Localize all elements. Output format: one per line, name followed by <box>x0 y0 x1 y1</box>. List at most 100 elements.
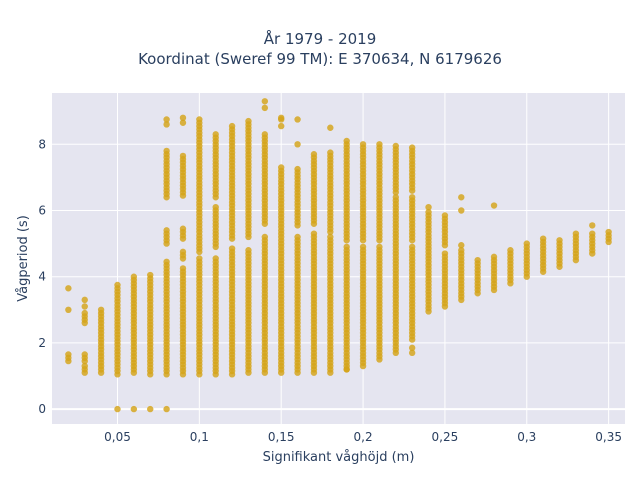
data-point <box>556 237 563 244</box>
data-point <box>294 233 301 241</box>
data-point <box>523 240 530 247</box>
x-tick-label: 0,35 <box>595 430 622 444</box>
data-point <box>408 349 416 357</box>
x-tick-label: 0,3 <box>517 430 536 444</box>
data-point <box>605 228 612 236</box>
y-tick-label: 2 <box>38 336 46 350</box>
data-point <box>294 141 301 148</box>
data-point <box>458 242 465 249</box>
data-point <box>179 265 187 272</box>
data-point <box>376 141 383 148</box>
data-point <box>507 247 514 254</box>
data-point <box>81 362 88 370</box>
data-point <box>196 116 203 123</box>
data-point <box>245 247 252 254</box>
data-point <box>81 296 88 304</box>
data-point <box>589 230 596 237</box>
data-point <box>359 141 367 148</box>
data-point <box>65 351 72 358</box>
data-point <box>310 230 318 237</box>
data-point <box>245 117 252 125</box>
data-point <box>310 151 318 158</box>
data-point <box>359 362 367 370</box>
data-point <box>261 98 269 105</box>
data-point <box>81 303 88 310</box>
data-point <box>147 405 154 413</box>
data-point <box>228 122 236 130</box>
data-point <box>228 245 236 252</box>
data-point <box>458 247 465 254</box>
data-point <box>408 144 416 151</box>
data-point <box>376 243 383 251</box>
data-point <box>179 119 187 126</box>
data-point <box>572 230 580 237</box>
data-point <box>425 208 432 216</box>
y-tick-label: 8 <box>38 137 46 151</box>
data-point <box>408 243 416 251</box>
data-point <box>163 405 170 413</box>
data-point <box>343 366 350 373</box>
data-point <box>408 344 416 352</box>
data-point <box>441 250 449 257</box>
x-tick-label: 0,25 <box>432 430 459 444</box>
data-point <box>261 233 269 241</box>
data-point <box>327 124 334 131</box>
data-point <box>278 114 285 122</box>
data-point <box>392 142 399 150</box>
data-point <box>343 137 350 145</box>
chart-title: År 1979 - 2019 <box>263 30 377 48</box>
y-tick-label: 6 <box>38 204 46 218</box>
data-point <box>327 149 334 156</box>
data-point <box>179 114 187 122</box>
data-point <box>179 152 187 160</box>
data-point <box>392 194 399 201</box>
data-point <box>81 309 88 317</box>
data-point <box>327 233 334 241</box>
data-point <box>179 225 187 232</box>
data-point <box>97 306 105 314</box>
y-tick-label: 4 <box>38 270 46 284</box>
data-point <box>130 405 138 413</box>
data-point <box>163 227 170 234</box>
data-point <box>458 207 465 214</box>
data-point <box>490 253 498 261</box>
chart-subtitle: Koordinat (Sweref 99 TM): E 370634, N 61… <box>138 50 502 68</box>
data-point <box>65 306 72 314</box>
data-point <box>294 116 301 123</box>
data-point <box>163 147 170 155</box>
data-point <box>490 202 498 209</box>
data-point <box>376 356 383 363</box>
x-tick-label: 0,05 <box>104 430 131 444</box>
data-point <box>196 255 203 262</box>
data-point <box>359 243 367 251</box>
data-point <box>458 194 465 201</box>
data-point <box>130 273 138 280</box>
data-point <box>114 405 121 413</box>
data-point <box>278 164 285 171</box>
x-axis-title: Signifikant våghöjd (m) <box>263 450 415 465</box>
data-point <box>163 121 170 128</box>
data-point <box>425 203 432 211</box>
data-point <box>163 258 170 266</box>
data-point <box>212 255 219 262</box>
data-point <box>408 194 416 201</box>
data-point <box>163 116 170 123</box>
data-point <box>114 281 121 289</box>
x-tick-label: 0,15 <box>268 430 295 444</box>
data-point <box>474 256 481 264</box>
data-point <box>261 104 269 112</box>
data-point <box>179 248 187 256</box>
data-point <box>261 131 269 138</box>
data-point <box>294 165 301 173</box>
data-point <box>589 222 596 229</box>
data-point <box>343 243 350 251</box>
data-point <box>81 351 88 358</box>
y-axis-title: Vågperiod (s) <box>16 215 31 302</box>
x-tick-label: 0,2 <box>354 430 373 444</box>
data-point <box>539 235 547 242</box>
data-point <box>212 131 219 138</box>
x-tick-label: 0,1 <box>190 430 209 444</box>
data-point <box>278 122 285 130</box>
